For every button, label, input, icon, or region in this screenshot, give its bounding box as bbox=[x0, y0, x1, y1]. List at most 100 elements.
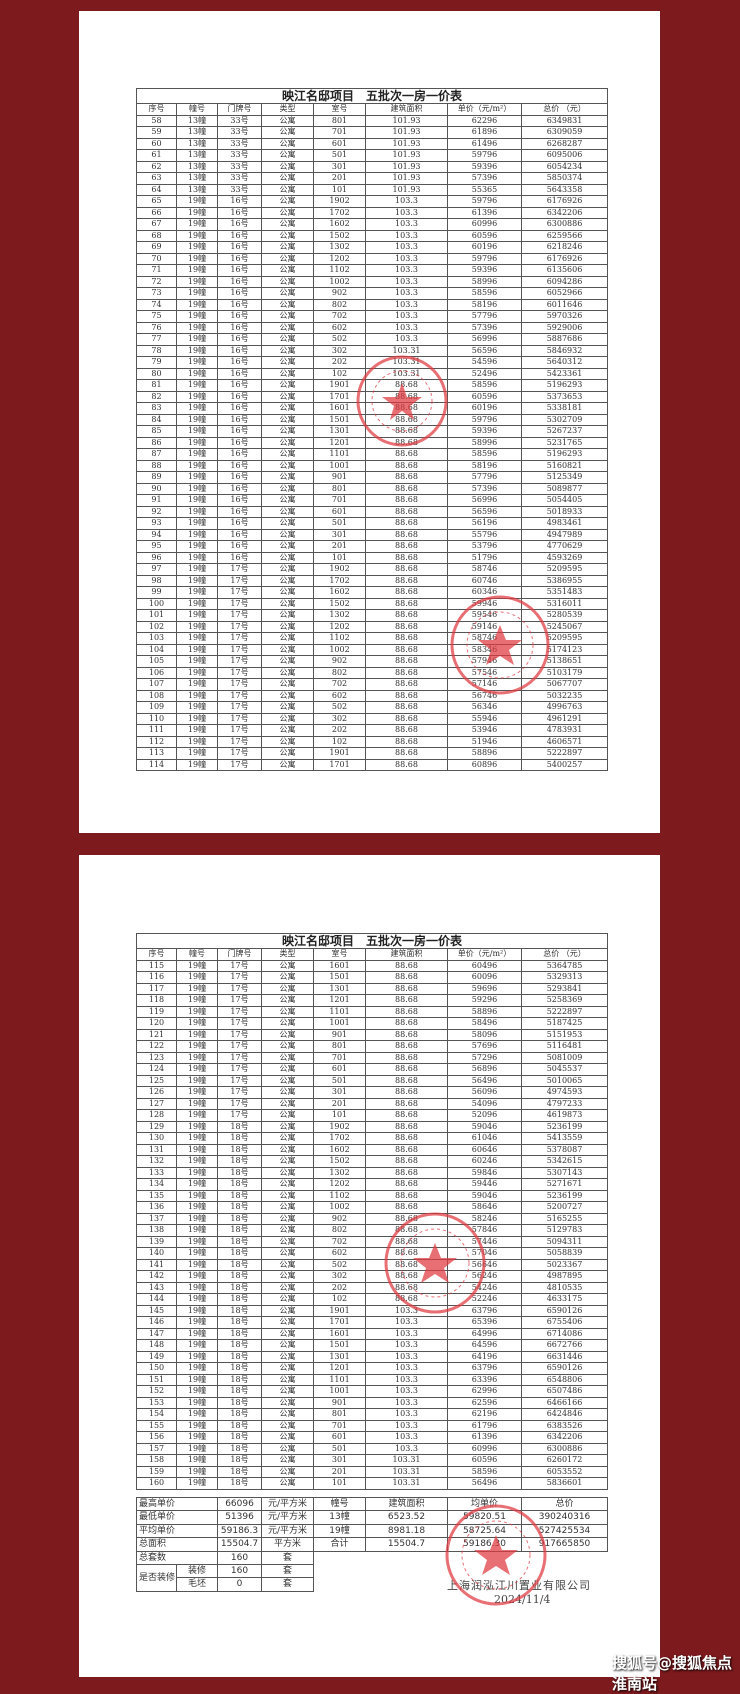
cell-unit-price: 57946 bbox=[447, 655, 522, 668]
cell-type: 公寓 bbox=[261, 1408, 314, 1421]
cell-seq: 131 bbox=[136, 1143, 177, 1156]
cell-seq: 77 bbox=[136, 333, 177, 346]
cell-unit-price: 65396 bbox=[447, 1316, 522, 1329]
cell-building: 19幢 bbox=[176, 586, 218, 599]
cell-building: 19幢 bbox=[176, 402, 218, 415]
cell-door-no: 17号 bbox=[217, 689, 262, 702]
cell-seq: 126 bbox=[136, 1086, 177, 1099]
cell-total-price: 4606571 bbox=[520, 735, 609, 748]
cell-total-price: 5850374 bbox=[520, 172, 609, 185]
cell-door-no: 18号 bbox=[217, 1408, 262, 1421]
cell-building: 19幢 bbox=[176, 540, 218, 553]
table-row: 60 13幢 33号 公寓 601 101.93 61496 6268287 bbox=[136, 137, 609, 150]
cell-door-no: 16号 bbox=[217, 390, 262, 403]
bldg-cell: 917665850 bbox=[521, 1537, 609, 1552]
cell-building: 19幢 bbox=[176, 724, 218, 737]
cell-door-no: 16号 bbox=[217, 206, 262, 219]
cell-area: 88.68 bbox=[365, 436, 448, 449]
table-row: 74 19幢 16号 公寓 802 103.3 58196 6011646 bbox=[136, 298, 609, 311]
cell-room: 1002 bbox=[313, 275, 366, 288]
cell-total-price: 4770629 bbox=[520, 540, 609, 553]
cell-unit-price: 57396 bbox=[447, 482, 522, 495]
cell-unit-price: 59796 bbox=[447, 413, 522, 426]
cell-seq: 94 bbox=[136, 528, 177, 541]
cell-door-no: 18号 bbox=[217, 1189, 262, 1202]
cell-unit-price: 58246 bbox=[447, 1212, 522, 1225]
cell-unit-price: 56646 bbox=[447, 1258, 522, 1271]
cell-area: 88.68 bbox=[365, 551, 448, 564]
cell-building: 19幢 bbox=[176, 321, 218, 334]
cell-type: 公寓 bbox=[261, 1189, 314, 1202]
cell-building: 19幢 bbox=[176, 459, 218, 472]
cell-seq: 110 bbox=[136, 712, 177, 725]
cell-type: 公寓 bbox=[261, 402, 314, 415]
cell-door-no: 18号 bbox=[217, 1385, 262, 1398]
cell-unit-price: 60746 bbox=[447, 574, 522, 587]
cell-building: 19幢 bbox=[176, 1224, 218, 1237]
table-row: 139 19幢 18号 公寓 702 88.68 57446 5094311 bbox=[136, 1235, 609, 1248]
cell-unit-price: 56196 bbox=[447, 517, 522, 530]
cell-area: 88.68 bbox=[365, 574, 448, 587]
cell-seq: 150 bbox=[136, 1362, 177, 1375]
cell-type: 公寓 bbox=[261, 1143, 314, 1156]
cell-building: 19幢 bbox=[176, 333, 218, 346]
cell-unit-price: 56096 bbox=[447, 1086, 522, 1099]
cell-seq: 132 bbox=[136, 1155, 177, 1168]
cell-total-price: 6260172 bbox=[520, 1454, 609, 1467]
cell-total-price: 6309059 bbox=[520, 126, 609, 139]
table-row: 147 19幢 18号 公寓 1601 103.3 64996 6714086 bbox=[136, 1327, 609, 1340]
cell-area: 88.68 bbox=[365, 994, 448, 1007]
cell-room: 101 bbox=[313, 1477, 366, 1490]
cell-building: 19幢 bbox=[176, 1465, 218, 1478]
cell-type: 公寓 bbox=[261, 264, 314, 277]
cell-area: 103.3 bbox=[365, 252, 448, 265]
cell-total-price: 4947989 bbox=[520, 528, 609, 541]
header-room: 室号 bbox=[313, 948, 366, 961]
raw-value: 0 bbox=[217, 1577, 263, 1592]
cell-unit-price: 61046 bbox=[447, 1132, 522, 1145]
cell-building: 19幢 bbox=[176, 505, 218, 518]
cell-type: 公寓 bbox=[261, 1258, 314, 1271]
cell-unit-price: 64196 bbox=[447, 1350, 522, 1363]
table-row: 68 19幢 16号 公寓 1502 103.3 60596 6259566 bbox=[136, 229, 609, 242]
cell-type: 公寓 bbox=[261, 758, 314, 771]
table-row: 82 19幢 16号 公寓 1701 88.68 60596 5373653 bbox=[136, 390, 609, 403]
cell-type: 公寓 bbox=[261, 643, 314, 656]
cell-unit-price: 64996 bbox=[447, 1327, 522, 1340]
cell-type: 公寓 bbox=[261, 448, 314, 461]
cell-unit-price: 57296 bbox=[447, 1051, 522, 1064]
cell-building: 19幢 bbox=[176, 1431, 218, 1444]
table-header-row: 序号 幢号 门牌号 类型 室号 建筑面积 单价（元/m²） 总价 （元） bbox=[136, 103, 609, 116]
cell-building: 19幢 bbox=[176, 609, 218, 622]
cell-unit-price: 58596 bbox=[447, 448, 522, 461]
table-row: 78 19幢 16号 公寓 302 103.31 56596 5846932 bbox=[136, 344, 609, 357]
cell-building: 13幢 bbox=[176, 172, 218, 185]
table-row: 127 19幢 17号 公寓 201 88.68 54096 4797233 bbox=[136, 1097, 609, 1110]
table-row: 64 13幢 33号 公寓 101 101.93 55365 5643358 bbox=[136, 183, 609, 196]
cell-unit-price: 56596 bbox=[447, 344, 522, 357]
header-seq: 序号 bbox=[136, 103, 177, 116]
cell-room: 1302 bbox=[313, 1166, 366, 1179]
cell-room: 1902 bbox=[313, 195, 366, 208]
cell-type: 公寓 bbox=[261, 1040, 314, 1053]
cell-room: 902 bbox=[313, 655, 366, 668]
cell-total-price: 5836601 bbox=[520, 1477, 609, 1490]
cell-room: 1702 bbox=[313, 1132, 366, 1145]
cell-area: 88.68 bbox=[365, 1120, 448, 1133]
cell-seq: 68 bbox=[136, 229, 177, 242]
cell-seq: 69 bbox=[136, 241, 177, 254]
header-building: 幢号 bbox=[176, 103, 218, 116]
cell-seq: 74 bbox=[136, 298, 177, 311]
cell-door-no: 18号 bbox=[217, 1212, 262, 1225]
cell-unit-price: 63796 bbox=[447, 1362, 522, 1375]
cell-type: 公寓 bbox=[261, 1178, 314, 1191]
cell-total-price: 5970326 bbox=[520, 310, 609, 323]
cell-unit-price: 57696 bbox=[447, 1040, 522, 1053]
cell-total-price: 4987895 bbox=[520, 1270, 609, 1283]
cell-seq: 113 bbox=[136, 747, 177, 760]
cell-room: 602 bbox=[313, 321, 366, 334]
table-row: 151 19幢 18号 公寓 1101 103.3 63396 6548806 bbox=[136, 1373, 609, 1386]
table-row: 117 19幢 17号 公寓 1301 88.68 59696 5293841 bbox=[136, 982, 609, 995]
table-title: 映江名邸项目 五批次一房一价表 bbox=[135, 933, 609, 949]
cell-unit-price: 61896 bbox=[447, 126, 522, 139]
